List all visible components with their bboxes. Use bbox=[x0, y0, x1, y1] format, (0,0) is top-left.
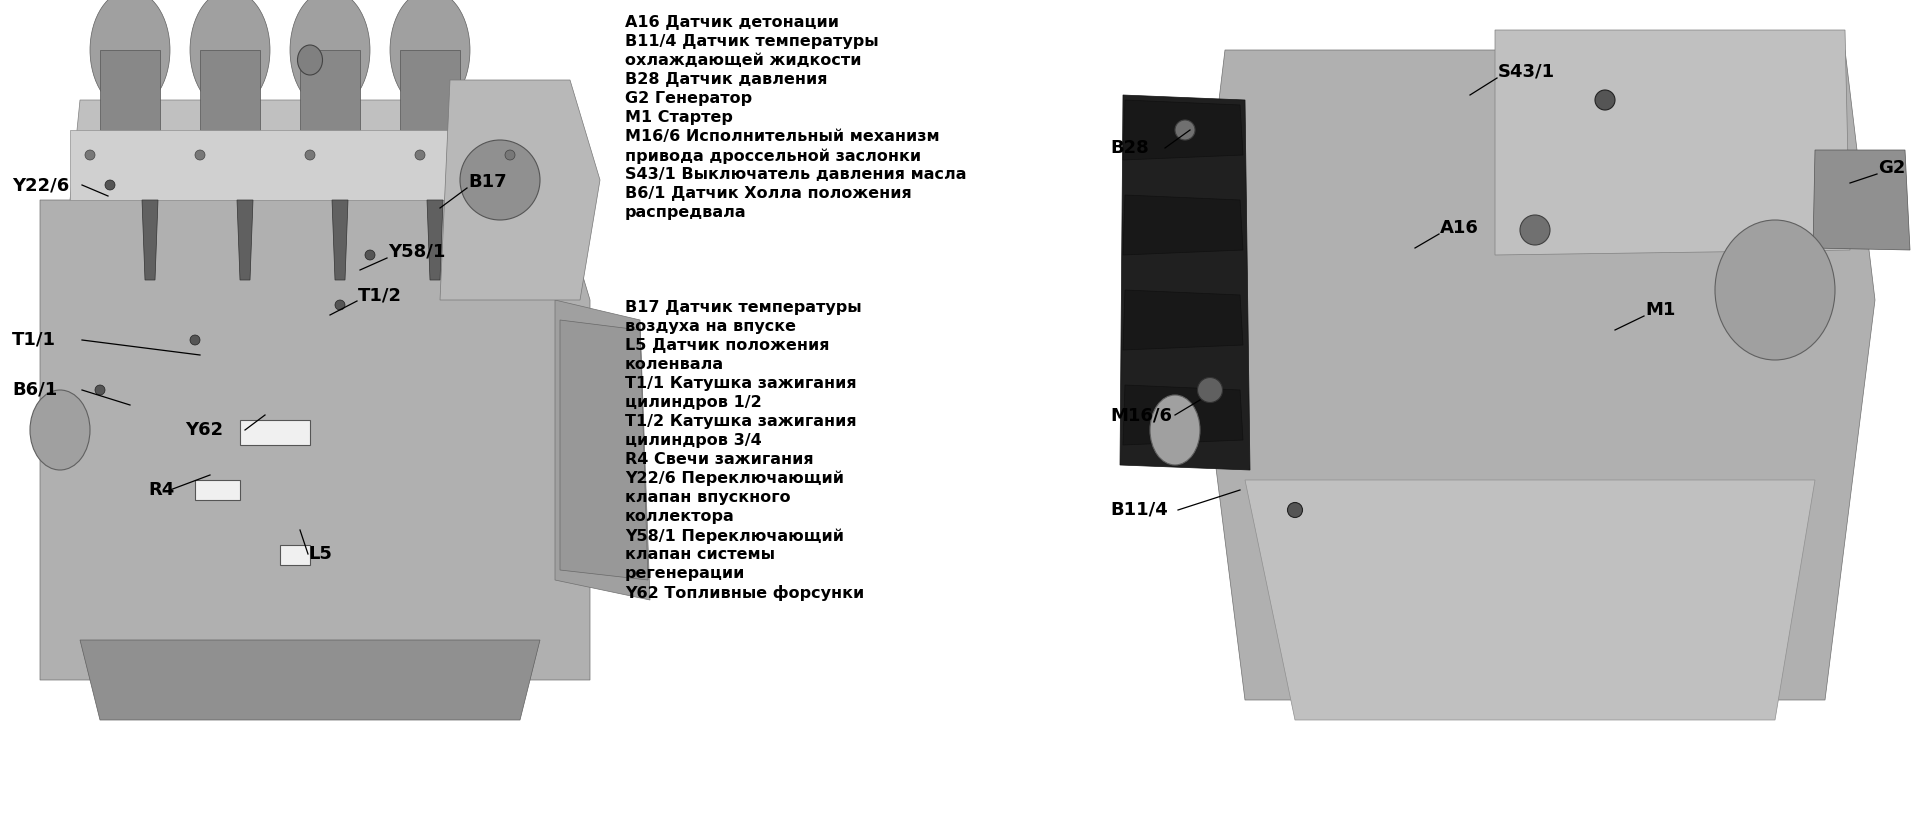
Text: S43/1: S43/1 bbox=[1498, 63, 1555, 81]
Text: Y62: Y62 bbox=[184, 421, 223, 439]
Text: G2 Генератор: G2 Генератор bbox=[626, 91, 753, 106]
Ellipse shape bbox=[1288, 502, 1302, 517]
Ellipse shape bbox=[1715, 220, 1836, 360]
Polygon shape bbox=[561, 320, 649, 580]
Polygon shape bbox=[1123, 385, 1242, 445]
Text: М1 Стартер: М1 Стартер bbox=[626, 110, 733, 125]
Ellipse shape bbox=[334, 300, 346, 310]
Ellipse shape bbox=[415, 150, 424, 160]
Ellipse shape bbox=[1175, 120, 1194, 140]
Ellipse shape bbox=[190, 335, 200, 345]
Text: Т1/1 Катушка зажигания: Т1/1 Катушка зажигания bbox=[626, 376, 856, 391]
Polygon shape bbox=[1194, 50, 1876, 700]
Ellipse shape bbox=[290, 0, 371, 110]
Text: M1: M1 bbox=[1645, 301, 1676, 319]
Text: Y58/1: Y58/1 bbox=[388, 243, 445, 261]
Polygon shape bbox=[1119, 95, 1250, 470]
Ellipse shape bbox=[305, 150, 315, 160]
Polygon shape bbox=[1244, 480, 1814, 720]
Polygon shape bbox=[100, 50, 159, 130]
Ellipse shape bbox=[298, 45, 323, 75]
Ellipse shape bbox=[94, 385, 106, 395]
Text: B28: B28 bbox=[1110, 139, 1148, 157]
Polygon shape bbox=[81, 640, 540, 720]
Text: коленвала: коленвала bbox=[626, 357, 724, 372]
Polygon shape bbox=[200, 50, 259, 130]
Polygon shape bbox=[40, 200, 589, 680]
Text: привода дроссельной заслонки: привода дроссельной заслонки bbox=[626, 148, 922, 164]
Ellipse shape bbox=[1150, 395, 1200, 465]
Text: S43/1 Выключатель давления масла: S43/1 Выключатель давления масла bbox=[626, 167, 966, 182]
Ellipse shape bbox=[84, 150, 94, 160]
Ellipse shape bbox=[90, 0, 171, 110]
Text: B17: B17 bbox=[468, 173, 507, 191]
Text: М16/6 Исполнительный механизм: М16/6 Исполнительный механизм bbox=[626, 129, 939, 144]
Polygon shape bbox=[240, 420, 309, 445]
Text: распредвала: распредвала bbox=[626, 205, 747, 220]
Ellipse shape bbox=[461, 140, 540, 220]
Text: клапан впускного: клапан впускного bbox=[626, 490, 791, 505]
Polygon shape bbox=[555, 300, 651, 600]
Polygon shape bbox=[1812, 150, 1910, 250]
Polygon shape bbox=[426, 200, 444, 280]
Polygon shape bbox=[196, 480, 240, 500]
Text: воздуха на впуске: воздуха на впуске bbox=[626, 319, 797, 334]
Text: L5 Датчик положения: L5 Датчик положения bbox=[626, 338, 829, 353]
Ellipse shape bbox=[190, 0, 271, 110]
Text: цилиндров 3/4: цилиндров 3/4 bbox=[626, 433, 762, 448]
Polygon shape bbox=[440, 80, 599, 300]
Polygon shape bbox=[69, 130, 540, 200]
Text: T1/2: T1/2 bbox=[357, 286, 401, 304]
Polygon shape bbox=[1123, 100, 1242, 160]
Text: M16/6: M16/6 bbox=[1110, 406, 1171, 424]
Ellipse shape bbox=[1596, 90, 1615, 110]
Ellipse shape bbox=[505, 150, 515, 160]
Text: В17 Датчик температуры: В17 Датчик температуры bbox=[626, 300, 862, 315]
Text: R4 Свечи зажигания: R4 Свечи зажигания bbox=[626, 452, 814, 467]
Text: В28 Датчик давления: В28 Датчик давления bbox=[626, 72, 828, 87]
Text: G2: G2 bbox=[1878, 159, 1905, 177]
Polygon shape bbox=[142, 200, 157, 280]
Ellipse shape bbox=[1521, 215, 1549, 245]
Text: охлаждающей жидкости: охлаждающей жидкости bbox=[626, 53, 862, 68]
Polygon shape bbox=[236, 200, 253, 280]
Text: B6/1: B6/1 bbox=[12, 381, 58, 399]
Ellipse shape bbox=[106, 180, 115, 190]
Text: коллектора: коллектора bbox=[626, 509, 735, 524]
Ellipse shape bbox=[365, 250, 374, 260]
Text: T1/1: T1/1 bbox=[12, 331, 56, 349]
Ellipse shape bbox=[1198, 377, 1223, 402]
Text: Y58/1 Переключающий: Y58/1 Переключающий bbox=[626, 528, 845, 543]
Polygon shape bbox=[1123, 290, 1242, 350]
Text: Т1/2 Катушка зажигания: Т1/2 Катушка зажигания bbox=[626, 414, 856, 429]
Text: В11/4 Датчик температуры: В11/4 Датчик температуры bbox=[626, 34, 879, 49]
Polygon shape bbox=[399, 50, 461, 130]
Text: клапан системы: клапан системы bbox=[626, 547, 776, 562]
Text: Y22/6 Переключающий: Y22/6 Переключающий bbox=[626, 471, 845, 486]
Text: R4: R4 bbox=[148, 481, 175, 499]
Text: Y22/6: Y22/6 bbox=[12, 176, 69, 194]
Text: цилиндров 1/2: цилиндров 1/2 bbox=[626, 395, 762, 410]
Text: регенерации: регенерации bbox=[626, 566, 745, 581]
Ellipse shape bbox=[196, 150, 205, 160]
Polygon shape bbox=[280, 545, 309, 565]
Polygon shape bbox=[1496, 30, 1851, 255]
Text: L5: L5 bbox=[307, 545, 332, 563]
Text: В6/1 Датчик Холла положения: В6/1 Датчик Холла положения bbox=[626, 186, 912, 201]
Polygon shape bbox=[1123, 195, 1242, 255]
Polygon shape bbox=[300, 50, 361, 130]
Text: B11/4: B11/4 bbox=[1110, 501, 1167, 519]
Polygon shape bbox=[332, 200, 348, 280]
Text: А16 Датчик детонации: А16 Датчик детонации bbox=[626, 15, 839, 30]
Ellipse shape bbox=[31, 390, 90, 470]
Ellipse shape bbox=[390, 0, 470, 110]
Text: A16: A16 bbox=[1440, 219, 1478, 237]
Polygon shape bbox=[69, 100, 540, 200]
Text: Y62 Топливные форсунки: Y62 Топливные форсунки bbox=[626, 585, 864, 601]
